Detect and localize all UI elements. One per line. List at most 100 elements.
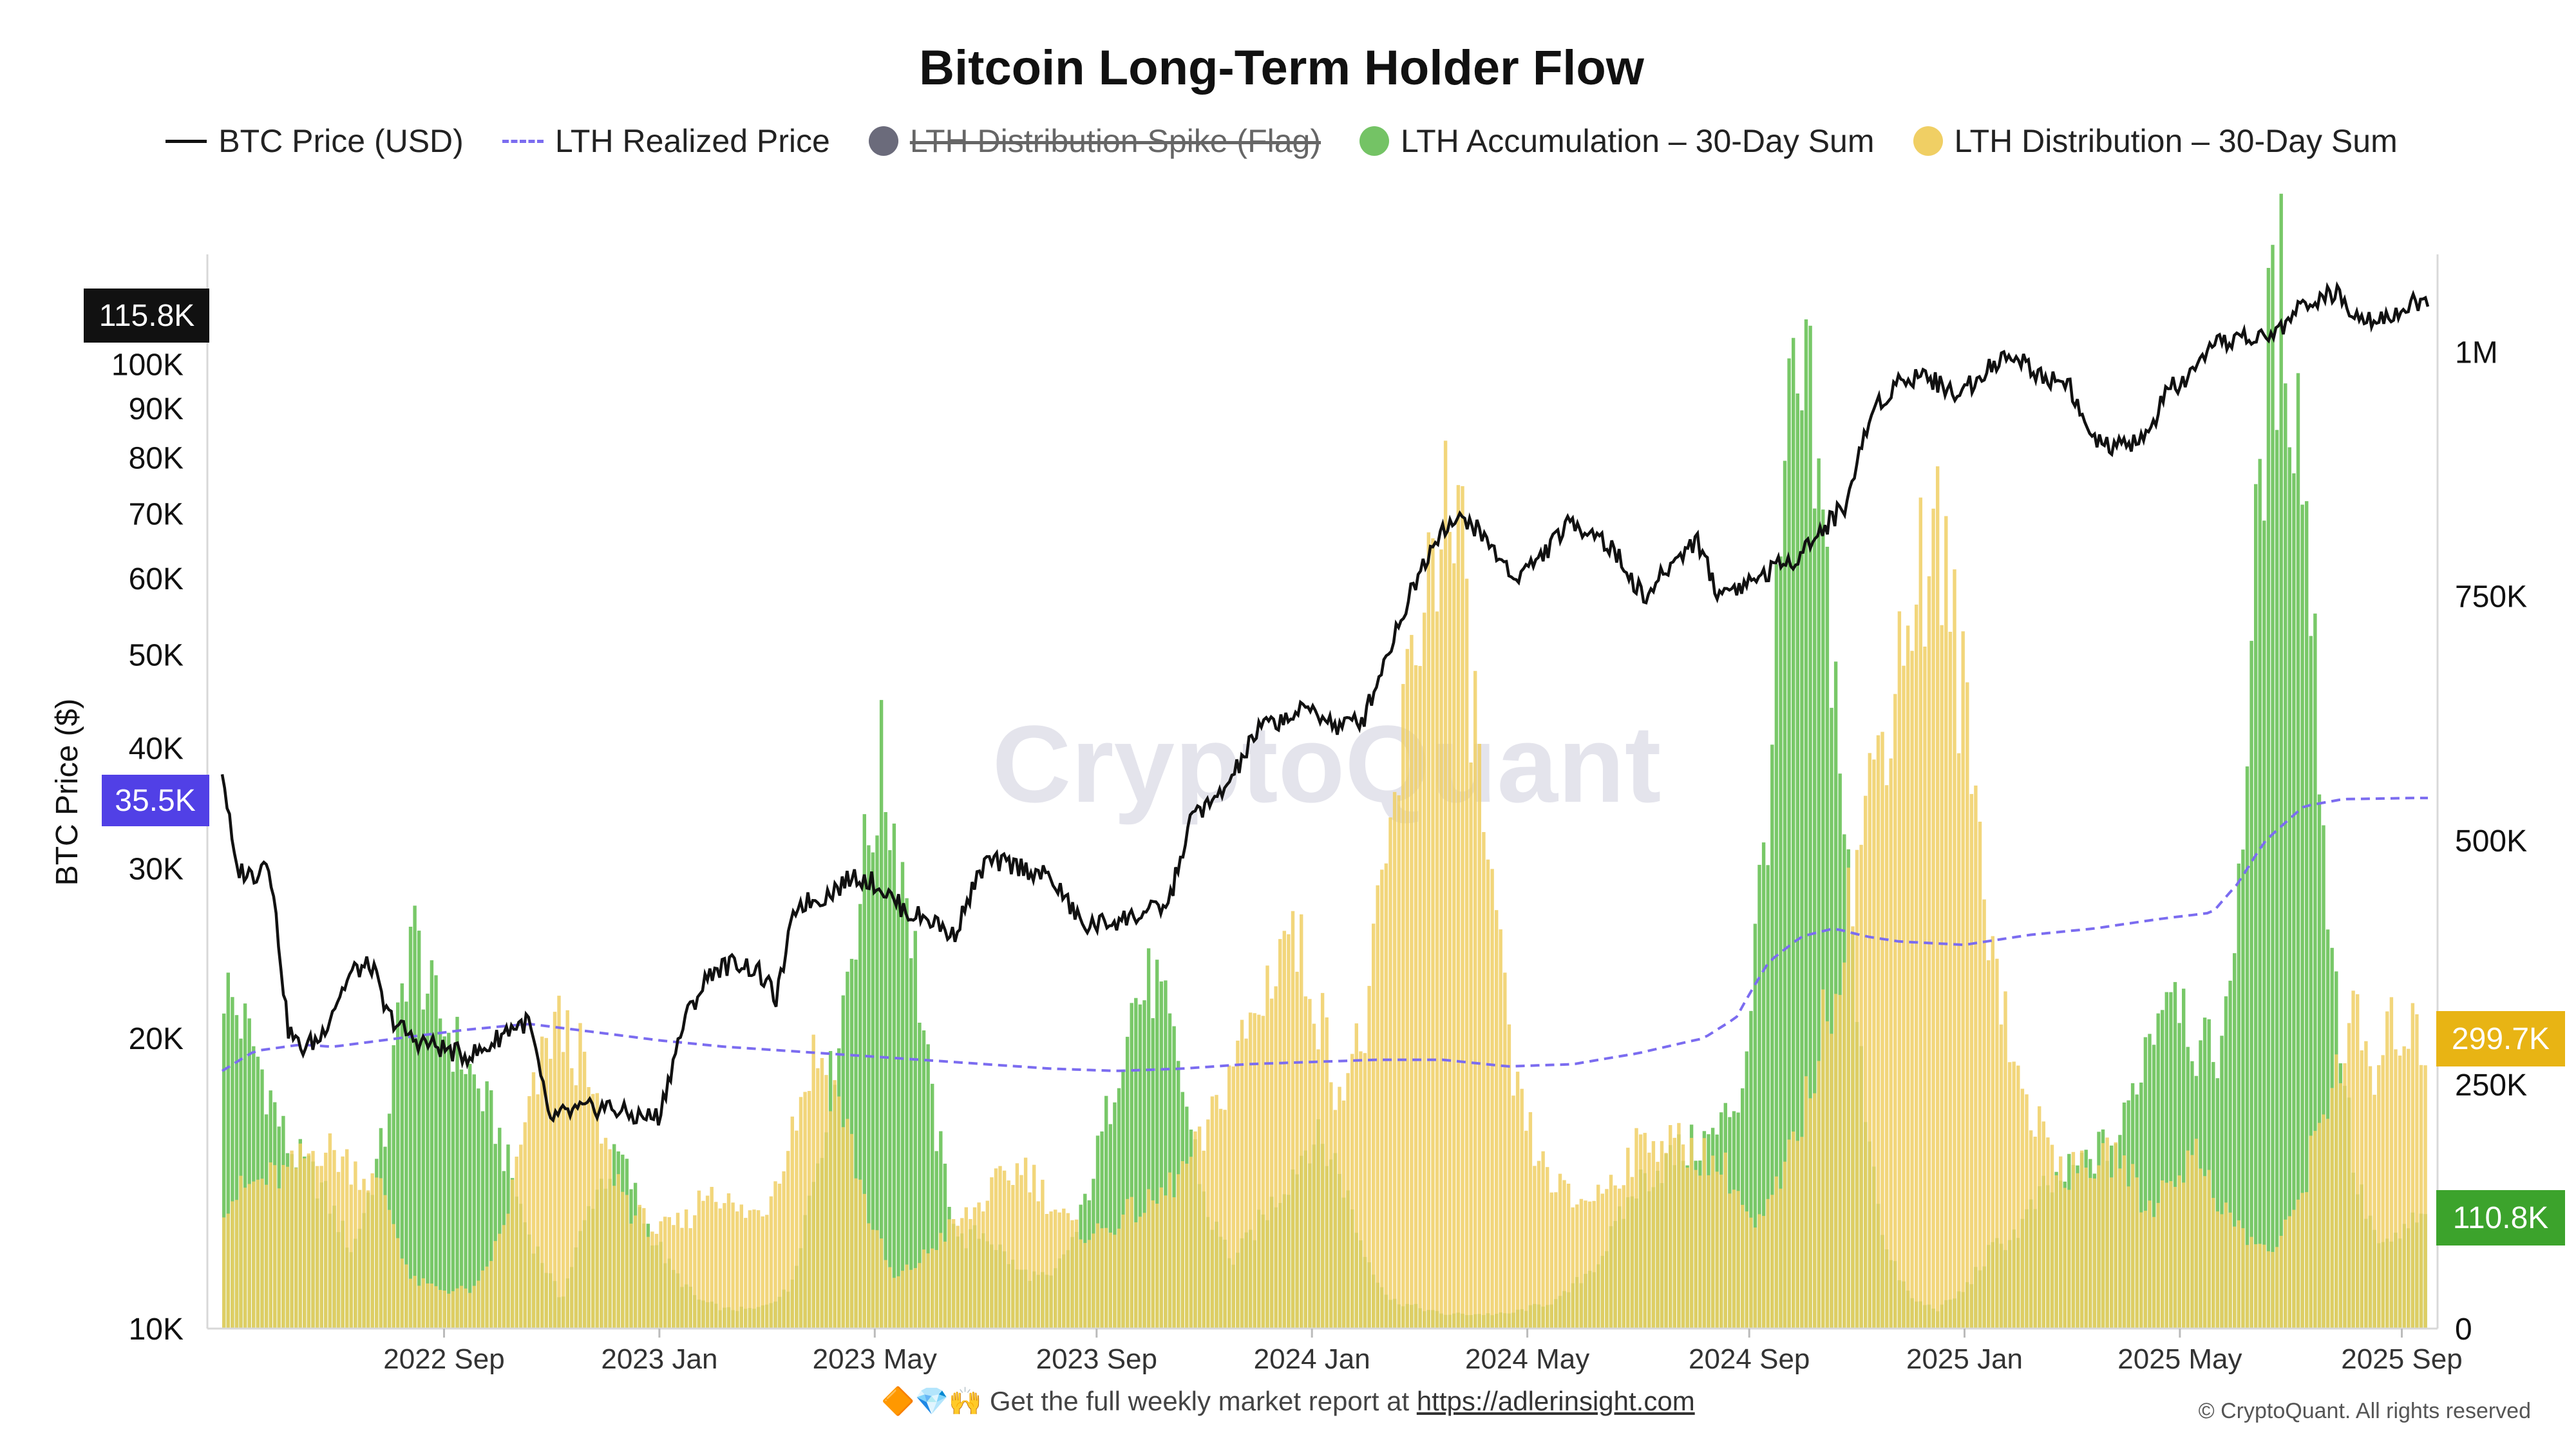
- accumulation-bar: [2143, 1037, 2148, 1329]
- distribution-bar: [1618, 1188, 1622, 1329]
- legend-item-btc-price[interactable]: BTC Price (USD): [166, 122, 464, 160]
- distribution-bar: [985, 1200, 989, 1329]
- distribution-bar: [459, 1285, 464, 1329]
- distribution-bar: [1842, 962, 1846, 1329]
- accumulation-bar: [1164, 980, 1168, 1329]
- accumulation-bar: [905, 898, 909, 1329]
- distribution-bar: [1600, 1193, 1604, 1329]
- distribution-bar: [498, 1233, 502, 1329]
- distribution-bar: [1736, 1191, 1740, 1329]
- distribution-bar: [1995, 958, 1999, 1329]
- accumulation-bar: [1821, 509, 1825, 1329]
- distribution-bar: [2177, 1175, 2181, 1329]
- distribution-bar: [1728, 1193, 1732, 1329]
- distribution-bar: [1087, 1240, 1092, 1329]
- accumulation-bar: [2161, 1010, 2164, 1329]
- accumulation-bar: [2313, 613, 2317, 1329]
- x-tick-label: 2023 Sep: [1036, 1343, 1157, 1375]
- distribution-bar: [1146, 1189, 1151, 1329]
- legend-item-distribution-spike[interactable]: LTH Distribution Spike (Flag): [868, 122, 1321, 160]
- distribution-bar: [536, 1094, 540, 1329]
- distribution-bar: [1155, 1204, 1159, 1329]
- accumulation-bar: [421, 1009, 425, 1329]
- distribution-bar: [693, 1215, 697, 1329]
- distribution-bar: [811, 1034, 815, 1329]
- distribution-bar: [1464, 578, 1469, 1329]
- distribution-bar: [1236, 1040, 1240, 1329]
- distribution-bar: [1257, 1014, 1261, 1329]
- accumulation-bar: [1774, 564, 1779, 1329]
- distribution-bar: [918, 1263, 922, 1329]
- distribution-bar: [506, 1213, 510, 1329]
- legend-item-lth-realized[interactable]: LTH Realized Price: [502, 122, 830, 160]
- footer: 🔶💎🙌 Get the full weekly market report at…: [0, 1386, 2576, 1417]
- accumulation-bar: [1159, 981, 1163, 1329]
- distribution-bar: [2241, 1228, 2245, 1329]
- distribution-bar: [1354, 1023, 1358, 1329]
- distribution-bar: [909, 1269, 913, 1329]
- accumulation-bar: [1770, 744, 1774, 1329]
- distribution-bar: [790, 1116, 794, 1329]
- distribution-bar: [1889, 758, 1893, 1329]
- distribution-bar: [1880, 732, 1884, 1329]
- distribution-bar: [603, 1137, 608, 1329]
- distribution-bar: [2254, 1244, 2258, 1329]
- distribution-bar: [1130, 1197, 1133, 1329]
- distribution-bar: [2334, 1054, 2338, 1329]
- distribution-bar: [510, 1179, 515, 1329]
- distribution-bar: [1066, 1213, 1070, 1329]
- distribution-bar: [315, 1166, 319, 1329]
- distribution-bar: [311, 1151, 315, 1329]
- distribution-bar: [960, 1218, 964, 1329]
- distribution-bar: [723, 1203, 726, 1329]
- legend-item-accumulation[interactable]: LTH Accumulation – 30-Day Sum: [1359, 122, 1875, 160]
- distribution-bar: [1732, 1189, 1736, 1329]
- distribution-bar: [2372, 1094, 2376, 1329]
- distribution-bar: [892, 1278, 896, 1329]
- legend-label: BTC Price (USD): [218, 123, 464, 159]
- distribution-bar: [1804, 1076, 1808, 1329]
- distribution-bar: [1592, 1200, 1596, 1329]
- distribution-bar: [739, 1204, 743, 1329]
- distribution-bar: [833, 1080, 837, 1329]
- distribution-bar: [1969, 793, 1974, 1329]
- left-tick-label: 70K: [129, 498, 184, 532]
- accumulation-bar: [1168, 1013, 1172, 1329]
- distribution-bar: [1749, 1217, 1753, 1329]
- footer-link[interactable]: https://adlerinsight.com: [1416, 1386, 1695, 1416]
- distribution-bar: [752, 1209, 756, 1329]
- distribution-bar: [1515, 1072, 1520, 1329]
- distribution-bar: [553, 1012, 557, 1329]
- distribution-bar: [2118, 1168, 2122, 1329]
- distribution-bar: [1172, 1197, 1176, 1329]
- distribution-bar: [328, 1133, 332, 1329]
- accumulation-bar: [1800, 410, 1804, 1329]
- accumulation-bar: [2173, 981, 2177, 1329]
- accumulation-bar: [2322, 825, 2325, 1329]
- accumulation-bar: [426, 993, 430, 1329]
- distribution-bar: [582, 1052, 587, 1329]
- legend-item-distribution[interactable]: LTH Distribution – 30-Day Sum: [1913, 122, 2398, 160]
- distribution-bar: [438, 1290, 442, 1329]
- distribution-bar: [1108, 1233, 1112, 1329]
- distribution-bar: [939, 1233, 943, 1329]
- distribution-bar: [1956, 753, 1961, 1329]
- distribution-bar: [2322, 1114, 2325, 1329]
- distribution-bar: [1715, 1171, 1719, 1329]
- distribution-bar: [1766, 1198, 1770, 1329]
- distribution-bar: [1672, 1137, 1676, 1329]
- distribution-bar: [366, 1190, 370, 1329]
- distribution-bar: [1940, 625, 1944, 1329]
- distribution-bar: [998, 1166, 1002, 1329]
- distribution-bar: [2152, 1217, 2156, 1329]
- distribution-bar: [608, 1149, 612, 1329]
- accumulation-bar: [1113, 1102, 1117, 1329]
- distribution-bar: [1689, 1137, 1694, 1329]
- distribution-bar: [1248, 1012, 1253, 1329]
- distribution-bar: [765, 1215, 769, 1329]
- distribution-bar: [900, 1271, 905, 1329]
- left-axis-ticks: 10K 20K 30K 40K 50K 60K 70K 80K 90K 100K: [111, 348, 184, 1347]
- distribution-bar: [680, 1227, 684, 1329]
- distribution-bar: [931, 1248, 934, 1329]
